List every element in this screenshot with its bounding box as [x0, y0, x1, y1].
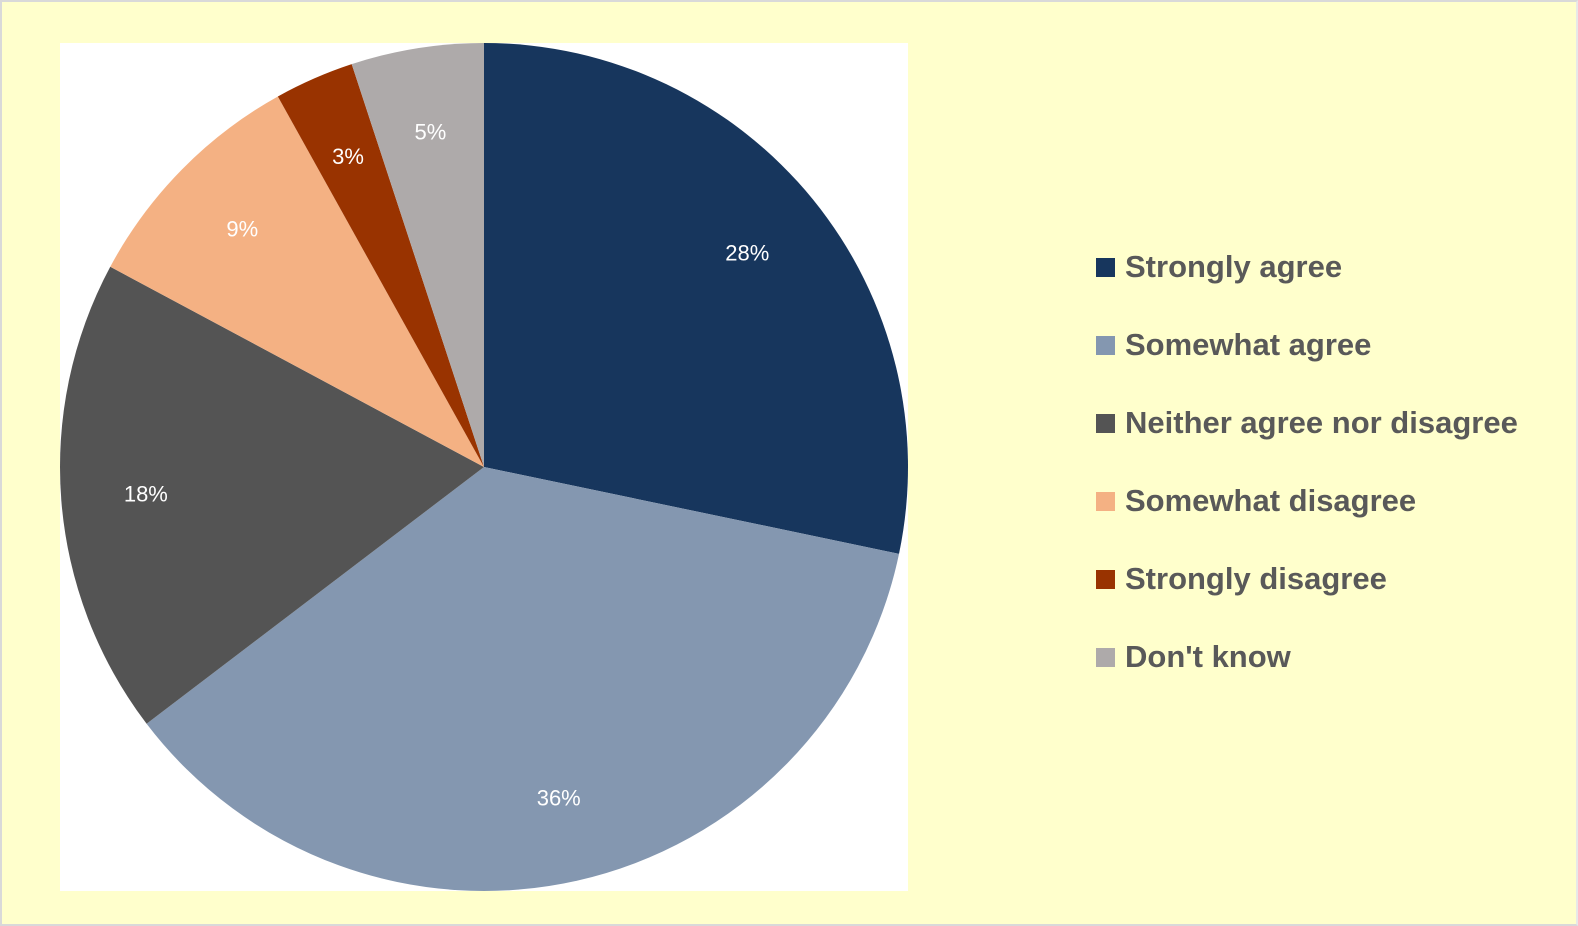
- data-label-neither-agree-nor-disagree: 18%: [124, 481, 168, 506]
- legend-label-somewhat-agree: Somewhat agree: [1125, 327, 1372, 362]
- legend-swatch-strongly-agree: [1096, 257, 1115, 277]
- legend-label-strongly-agree: Strongly agree: [1125, 249, 1343, 284]
- legend-swatch-strongly-disagree: [1096, 569, 1115, 589]
- legend-label-neither-agree-nor-disagree: Neither agree nor disagree: [1125, 405, 1518, 440]
- legend-swatch-neither-agree-nor-disagree: [1096, 413, 1115, 433]
- pie-slice-neither-agree-nor-disagree: [60, 266, 485, 724]
- legend-item-strongly-agree: Strongly agree: [1096, 228, 1566, 306]
- legend-item-somewhat-agree: Somewhat agree: [1096, 306, 1566, 384]
- legend-item-neither-agree-nor-disagree: Neither agree nor disagree: [1096, 384, 1566, 462]
- pie-slices: [60, 43, 908, 891]
- data-label-strongly-disagree: 3%: [332, 144, 364, 169]
- legend-swatch-don-t-know: [1096, 647, 1115, 667]
- legend-swatch-somewhat-agree: [1096, 335, 1115, 355]
- legend-label-don-t-know: Don't know: [1125, 639, 1291, 674]
- data-label-strongly-agree: 28%: [725, 241, 769, 266]
- legend-label-strongly-disagree: Strongly disagree: [1125, 561, 1387, 596]
- data-label-somewhat-disagree: 9%: [226, 217, 258, 242]
- pie-slice-somewhat-agree: [146, 467, 900, 891]
- legend: Strongly agree Somewhat agree Neither agre…: [1096, 228, 1566, 696]
- legend-item-strongly-disagree: Strongly disagree: [1096, 540, 1566, 618]
- legend-label-somewhat-disagree: Somewhat disagree: [1125, 483, 1417, 518]
- data-label-don-t-know: 5%: [415, 120, 447, 145]
- pie-slice-strongly-disagree: [277, 64, 484, 467]
- pie-data-labels: 28% 36% 18% 9% 3% 5%: [124, 120, 769, 811]
- pie-slice-strongly-agree: [484, 43, 908, 554]
- data-label-somewhat-agree: 36%: [537, 785, 581, 810]
- legend-item-somewhat-disagree: Somewhat disagree: [1096, 462, 1566, 540]
- pie-chart: 28% 36% 18% 9% 3% 5%: [60, 43, 908, 891]
- pie-slice-somewhat-disagree: [110, 96, 484, 468]
- legend-item-don-t-know: Don't know: [1096, 618, 1566, 696]
- legend-swatch-somewhat-disagree: [1096, 491, 1115, 511]
- pie-slice-don-t-know: [351, 43, 484, 467]
